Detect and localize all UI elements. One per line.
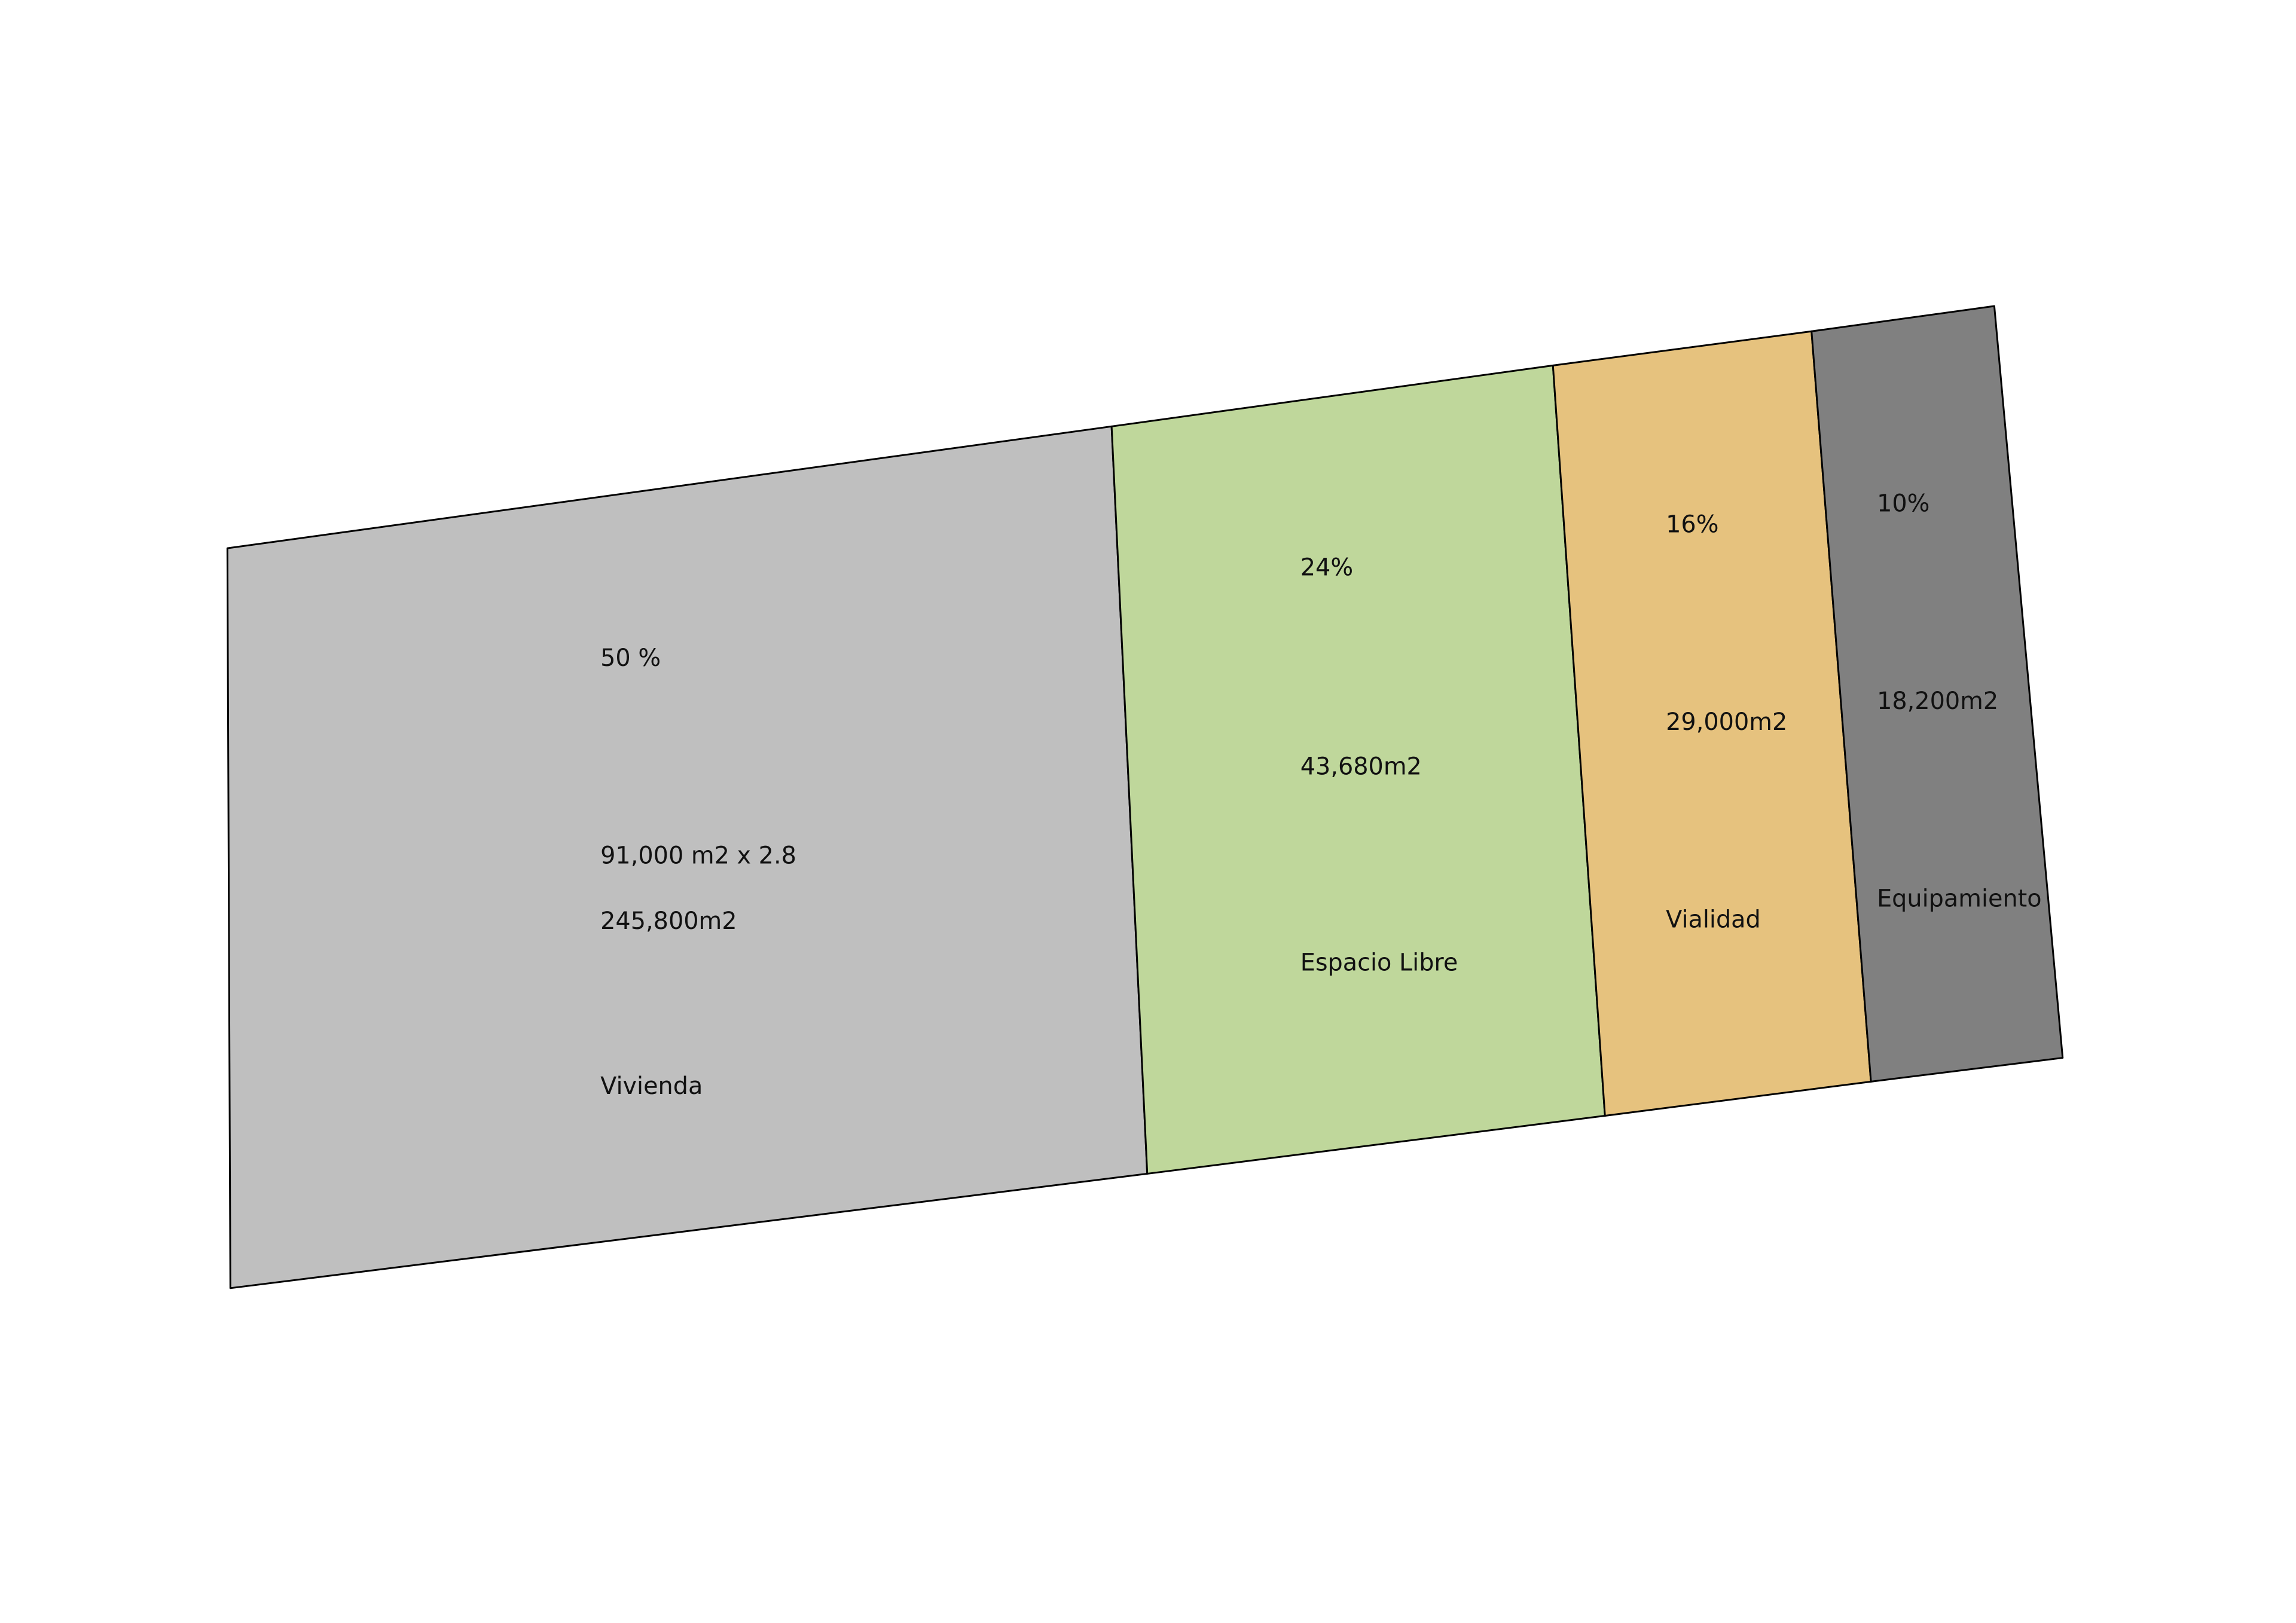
zone-name: Equipamiento [1877,885,2042,913]
zone-name: Espacio Libre [1300,949,1458,976]
zone-name: Vivienda [600,1072,703,1100]
zone-name: Vialidad [1666,906,1761,933]
zone-equipamiento [1810,305,2064,1083]
zone-percent: 50 % [600,644,661,672]
zone-area: 18,200m2 [1877,687,1998,715]
zone-area: 245,800m2 [600,907,737,935]
zone-formula: 91,000 m2 x 2.8 [600,842,796,870]
zone-area: 43,680m2 [1300,753,1422,780]
zone-percent: 16% [1666,511,1718,538]
zone-percent: 10% [1877,490,1929,518]
zone-percent: 24% [1300,554,1353,581]
zone-area: 29,000m2 [1666,708,1787,736]
